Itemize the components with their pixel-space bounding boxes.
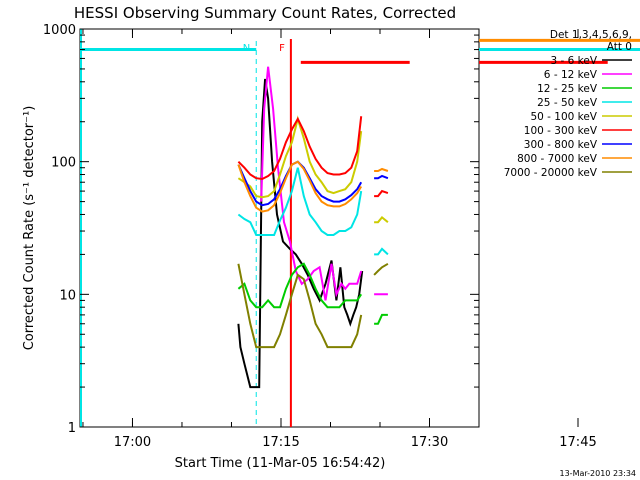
x-tick-label: 17:30 xyxy=(411,435,448,450)
legend-entry-label: 7000 - 20000 keV xyxy=(504,167,598,179)
series-line xyxy=(237,116,389,198)
legend-entry-label: 12 - 25 keV xyxy=(537,83,598,95)
legend-entry-label: 300 - 800 keV xyxy=(524,139,598,151)
series-line xyxy=(237,115,389,224)
legend-entry-label: 800 - 7000 keV xyxy=(517,153,598,165)
chart-title: HESSI Observing Summary Count Rates, Cor… xyxy=(74,4,456,22)
series-layer xyxy=(237,66,389,389)
legend-entry-label: 3 - 6 keV xyxy=(550,55,597,67)
y-tick-label: 1000 xyxy=(43,23,76,38)
y-tick-label: 10 xyxy=(59,288,76,303)
x-tick-label: 17:00 xyxy=(114,435,151,450)
y-tick-label: 100 xyxy=(51,156,76,171)
legend-entry-label: 25 - 50 keV xyxy=(537,97,598,109)
series-line xyxy=(260,66,388,301)
x-tick-label: 17:15 xyxy=(262,435,299,450)
series-line xyxy=(237,160,389,213)
legend: Det 1,3,4,5,6,9, Att 0 3 - 6 keV 6 - 12 k… xyxy=(504,29,632,179)
series-line xyxy=(237,262,389,349)
legend-entry-label: 6 - 12 keV xyxy=(544,69,598,81)
legend-header-line-1: Det 1,3,4,5,6,9, xyxy=(550,29,632,41)
footer-date: 13-Mar-2010 23:34 xyxy=(560,469,637,478)
y-axis-label: Corrected Count Rate (s⁻¹ detector⁻¹) xyxy=(22,106,37,351)
series-line xyxy=(237,78,364,389)
y-axis: 1 10 100 1000 xyxy=(43,23,479,436)
legend-entry-label: 50 - 100 keV xyxy=(530,111,597,123)
y-tick-label: 1 xyxy=(68,421,76,436)
x-tick-label: 17:45 xyxy=(559,435,596,450)
marker-label: N xyxy=(243,43,250,54)
series-line xyxy=(237,167,389,256)
legend-entry-label: 100 - 300 keV xyxy=(524,125,598,137)
series-line xyxy=(237,262,388,325)
marker-label: F xyxy=(279,43,285,54)
x-axis-label: Start Time (11-Mar-05 16:54:42) xyxy=(175,456,386,471)
legend-header-line-2: Att 0 xyxy=(607,41,632,53)
